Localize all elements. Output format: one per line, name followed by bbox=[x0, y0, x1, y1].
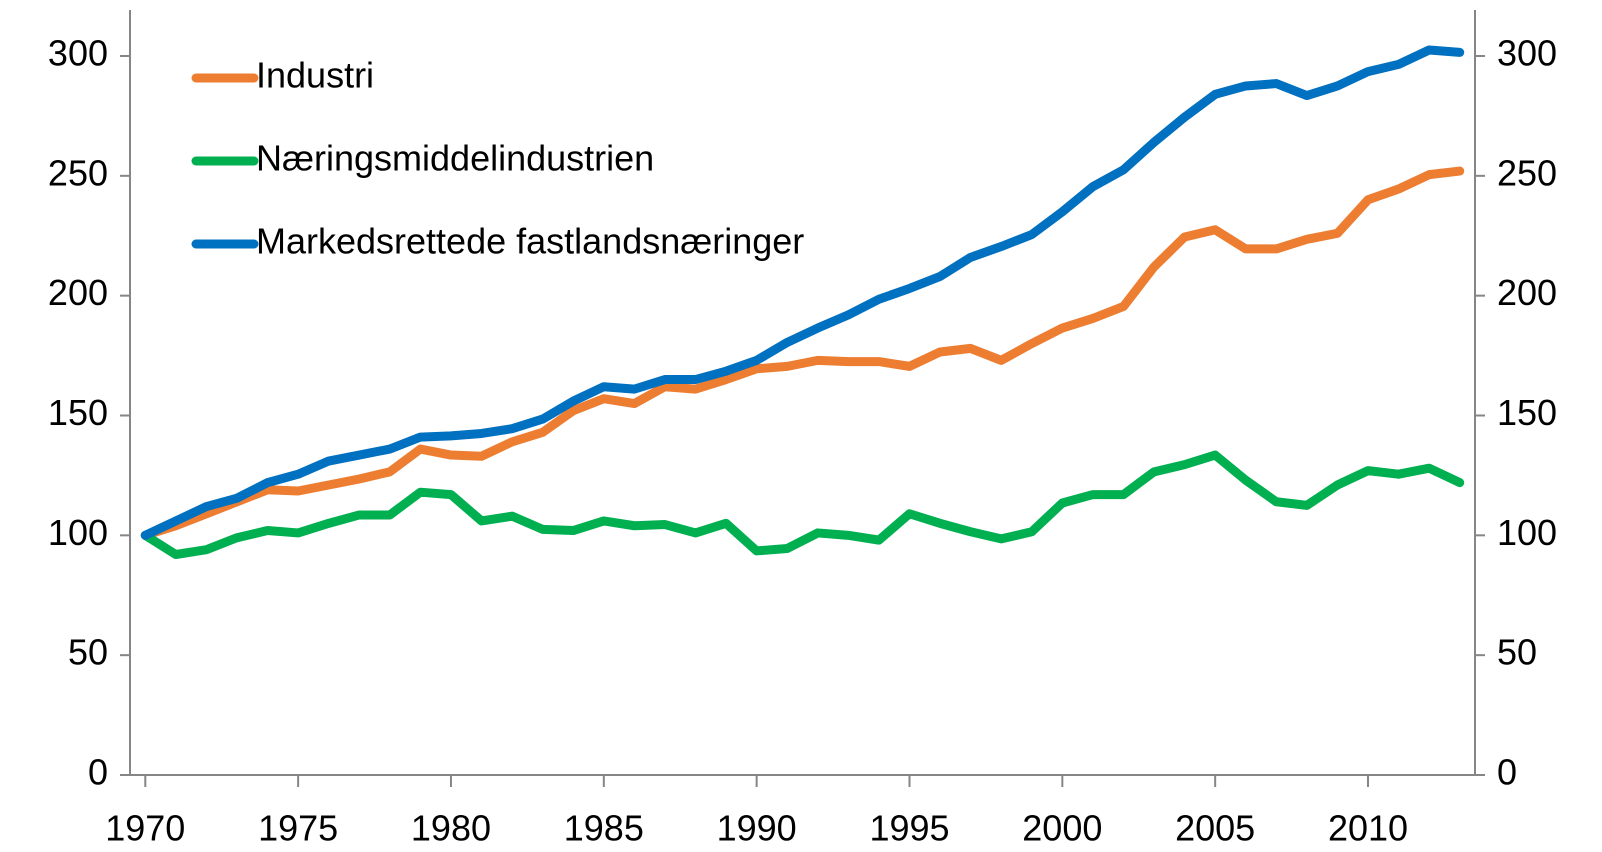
legend-label: Næringsmiddelindustrien bbox=[256, 138, 654, 179]
y2-tick-label: 300 bbox=[1497, 33, 1557, 74]
y-tick-label: 100 bbox=[48, 512, 108, 553]
x-tick-label: 2000 bbox=[1022, 808, 1102, 849]
y2-tick-label: 250 bbox=[1497, 152, 1557, 193]
y-tick-label: 0 bbox=[88, 752, 108, 793]
y-tick-label: 250 bbox=[48, 152, 108, 193]
y2-tick-label: 100 bbox=[1497, 512, 1557, 553]
legend-label: Markedsrettede fastlandsnæringer bbox=[256, 221, 804, 262]
y2-tick-label: 200 bbox=[1497, 272, 1557, 313]
x-tick-label: 1970 bbox=[105, 808, 185, 849]
x-tick-label: 2005 bbox=[1175, 808, 1255, 849]
series-line bbox=[140, 166, 1465, 540]
legend-label: Industri bbox=[256, 55, 374, 96]
series-line bbox=[140, 450, 1465, 560]
x-tick-label: 1975 bbox=[258, 808, 338, 849]
y-tick-label: 200 bbox=[48, 272, 108, 313]
x-tick-label: 1985 bbox=[564, 808, 644, 849]
y-tick-label: 50 bbox=[68, 632, 108, 673]
x-tick-label: 1980 bbox=[411, 808, 491, 849]
x-tick-label: 1995 bbox=[869, 808, 949, 849]
y2-tick-label: 0 bbox=[1497, 752, 1517, 793]
series-line bbox=[140, 45, 1465, 540]
y2-tick-label: 50 bbox=[1497, 632, 1537, 673]
y2-tick-label: 150 bbox=[1497, 392, 1557, 433]
x-tick-label: 2010 bbox=[1328, 808, 1408, 849]
y-tick-label: 150 bbox=[48, 392, 108, 433]
x-tick-label: 1990 bbox=[717, 808, 797, 849]
y-tick-label: 300 bbox=[48, 33, 108, 74]
